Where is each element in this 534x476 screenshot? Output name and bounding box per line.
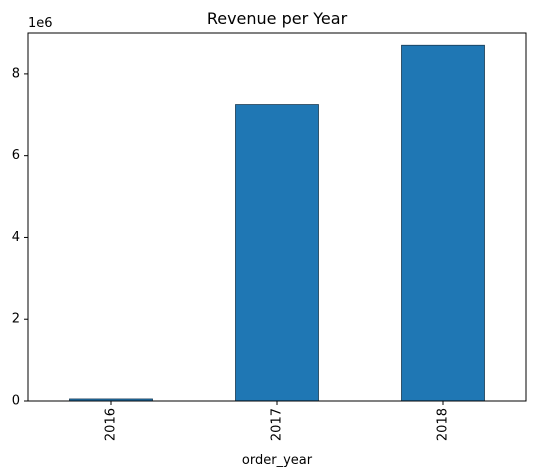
chart-title: Revenue per Year: [207, 9, 348, 28]
y-tick-label: 8: [12, 66, 20, 81]
x-axis-ticks: 2016 2017 2018: [104, 401, 451, 441]
bars-group: [69, 44, 485, 402]
x-tick-label: 2017: [270, 408, 285, 441]
y-tick-label: 0: [12, 394, 20, 409]
plot-area-frame: [27, 32, 527, 402]
x-tick-label: 2018: [436, 408, 451, 441]
y-tick-label: 2: [12, 312, 20, 327]
bar-2017: [235, 104, 319, 402]
bar-2018: [401, 44, 485, 402]
y-axis-ticks: 0 2 4 6 8: [12, 66, 28, 409]
x-axis-label: order_year: [242, 453, 313, 468]
y-axis-offset-label: 1e6: [28, 16, 53, 31]
y-tick-label: 4: [12, 230, 20, 245]
x-tick-label: 2016: [104, 408, 119, 441]
y-tick-label: 6: [12, 148, 20, 163]
